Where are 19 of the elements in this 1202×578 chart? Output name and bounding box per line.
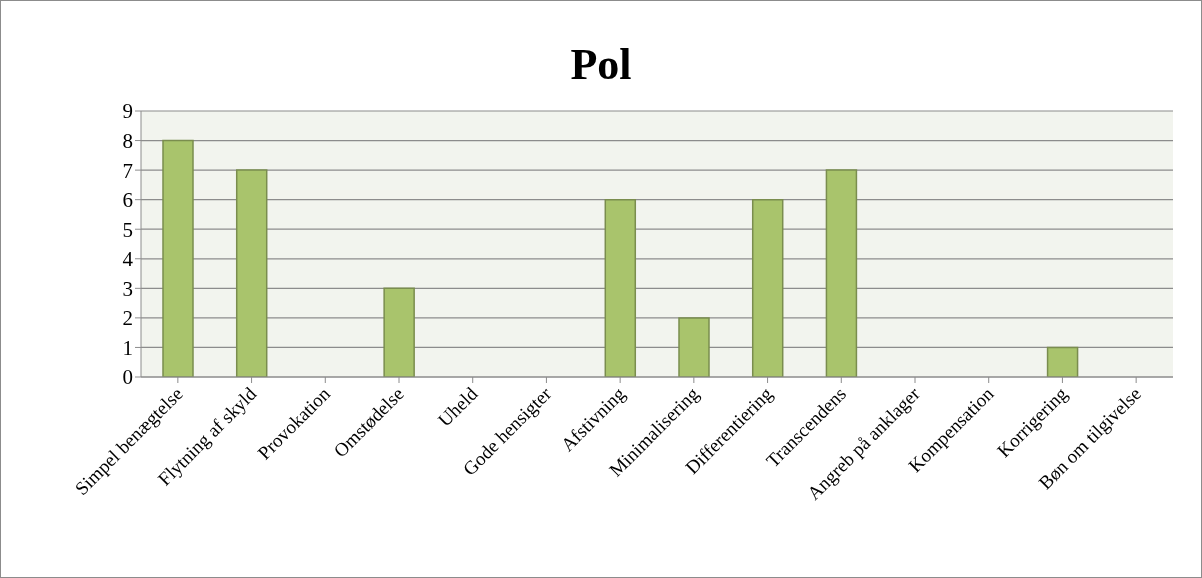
bar — [678, 317, 710, 377]
chart-title: Pol — [569, 39, 633, 90]
bar — [383, 287, 415, 377]
bar — [825, 169, 858, 377]
y-tick-label: 8 — [122, 129, 133, 154]
bar — [1046, 346, 1079, 377]
y-tick-label: 5 — [122, 217, 133, 242]
y-tick-label: 9 — [122, 99, 133, 124]
y-tick-label: 3 — [122, 276, 133, 301]
bar — [235, 169, 268, 377]
y-tick-label: 1 — [122, 335, 133, 360]
bar — [751, 198, 784, 377]
y-tick-label: 0 — [122, 365, 133, 390]
y-tick-label: 7 — [122, 158, 133, 183]
bar — [604, 198, 637, 377]
y-tick-label: 2 — [122, 306, 133, 331]
y-tick-label: 6 — [122, 188, 133, 213]
y-tick-label: 4 — [122, 247, 134, 272]
bar — [162, 139, 194, 377]
